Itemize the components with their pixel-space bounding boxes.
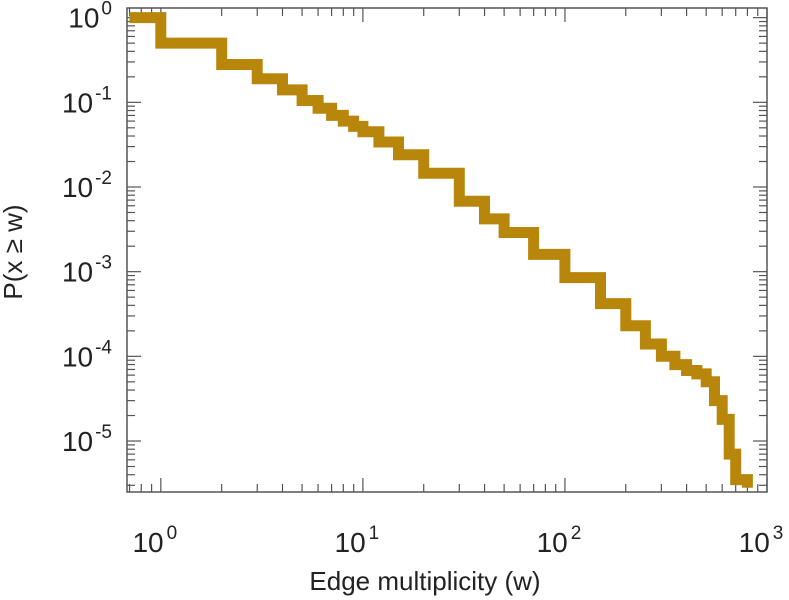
y-tick-label-exponent: -3	[95, 253, 112, 274]
y-tick-label-exponent: -5	[95, 422, 112, 443]
x-tick-label: 10 0	[132, 523, 177, 558]
y-tick-label-exponent: -1	[95, 83, 112, 104]
x-tick-label-base: 10	[132, 527, 163, 558]
x-tick-label-exponent: 0	[167, 523, 178, 544]
x-tick-label: 10 3	[739, 523, 784, 558]
y-tick-label-base: 10	[62, 341, 93, 372]
x-tick-label-base: 10	[537, 527, 568, 558]
x-tick-label-exponent: 3	[773, 523, 784, 544]
y-tick-label: 10 -2	[62, 168, 112, 203]
y-tick-label-base: 10	[62, 87, 93, 118]
y-tick-label-exponent: -4	[95, 337, 112, 358]
x-tick-label-exponent: 1	[369, 523, 380, 544]
y-axis-label: P(x ≥ w)	[0, 204, 28, 299]
y-tick-label-exponent: -2	[95, 168, 112, 189]
x-tick-label: 10 2	[537, 523, 582, 558]
y-tick-label-exponent: 0	[101, 0, 112, 20]
x-tick-label-base: 10	[335, 527, 366, 558]
y-tick-label: 10 -4	[62, 337, 112, 372]
labels-layer: 10 0 10 1 10 2 10 310 010 -110 -210 -310 -410 -5	[62, 0, 783, 558]
x-tick-label-exponent: 2	[571, 523, 582, 544]
series-line	[129, 12, 753, 488]
x-tick-label-base: 10	[739, 527, 770, 558]
y-tick-label-base: 10	[62, 426, 93, 457]
y-tick-label-base: 10	[62, 257, 93, 288]
x-tick-label: 10 1	[335, 523, 380, 558]
x-axis-label: Edge multiplicity (w)	[309, 566, 540, 596]
y-tick-label-base: 10	[68, 3, 99, 34]
series-layer	[129, 12, 753, 488]
y-tick-label: 10 -1	[62, 83, 112, 118]
y-tick-label: 10 -3	[62, 253, 112, 288]
y-tick-label: 10 0	[68, 0, 112, 34]
ticks-layer	[127, 8, 768, 492]
plot-frame	[126, 7, 768, 493]
y-tick-label-base: 10	[62, 172, 93, 203]
y-tick-label: 10 -5	[62, 422, 112, 457]
